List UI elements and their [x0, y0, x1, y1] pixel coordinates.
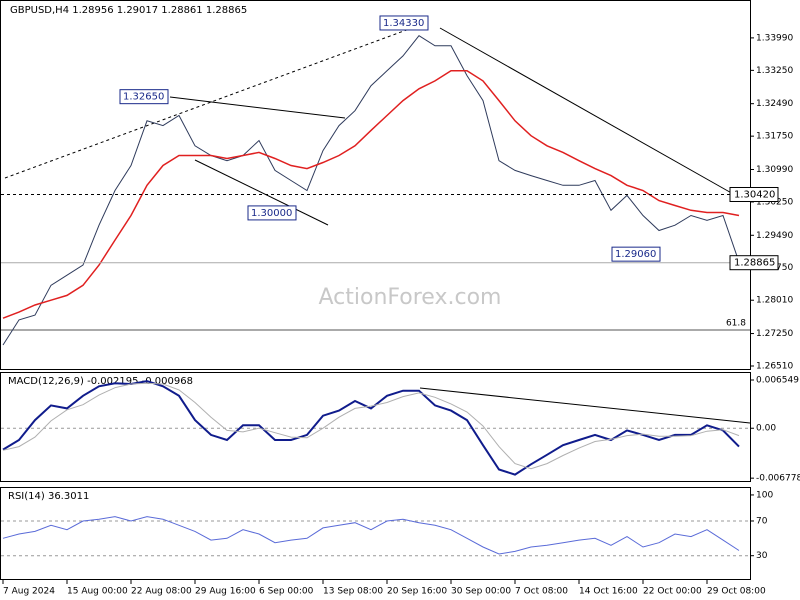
trend-line [439, 27, 736, 196]
y-tick-label: 1.31750 [756, 132, 793, 142]
level-box [729, 186, 779, 202]
macd-panel [0, 372, 751, 482]
annotation-box [119, 89, 169, 105]
level-label: 1.28865 [734, 258, 775, 269]
fib-label: 61.8 [726, 319, 746, 329]
indicator-line [2, 516, 740, 555]
watermark: ActionForex.com [319, 285, 502, 310]
annotation-box [611, 246, 661, 262]
macd-title: MACD(12,26,9) -0.002195 -0.000968 [8, 376, 193, 387]
y-tick-label: 1.27250 [756, 329, 793, 339]
annotation-label: 1.30000 [251, 208, 292, 219]
x-tick-label: 14 Oct 16:00 [579, 587, 638, 597]
price-line [2, 35, 740, 346]
trend-line [4, 24, 421, 179]
x-tick-label: 20 Sep 16:00 [387, 587, 447, 597]
x-tick-label: 29 Aug 16:00 [195, 587, 256, 597]
x-tick-label: 15 Aug 00:00 [67, 587, 128, 597]
y-tick-label: 30 [756, 551, 768, 561]
y-tick-label: 1.33250 [756, 66, 793, 76]
price-panel [0, 0, 751, 370]
price-title: GBPUSD,H4 1.28956 1.29017 1.28861 1.2886… [10, 5, 247, 16]
x-tick-label: 30 Sep 00:00 [451, 587, 511, 597]
level-label: 1.30420 [734, 189, 775, 200]
trend-line [419, 387, 751, 424]
annotation-label: 1.32650 [123, 92, 164, 103]
y-tick-label: 1.26510 [756, 362, 793, 372]
x-tick-label: 22 Oct 00:00 [643, 587, 702, 597]
y-tick-label: -0.006778 [756, 474, 800, 484]
x-tick-label: 29 Oct 08:00 [707, 587, 766, 597]
trend-line [169, 96, 346, 119]
annotation-label: 1.29060 [615, 249, 656, 260]
y-tick-label: 1.33990 [756, 33, 793, 43]
y-tick-label: 1.32490 [756, 99, 793, 109]
y-tick-label: 1.30990 [756, 165, 793, 175]
annotation-box [247, 205, 297, 221]
y-tick-label: 100 [756, 490, 773, 500]
y-tick-label: 1.30250 [756, 197, 793, 207]
x-tick-label: 22 Aug 08:00 [131, 587, 192, 597]
level-box [729, 255, 779, 271]
x-tick-label: 7 Aug 2024 [3, 587, 55, 597]
annotation-box [379, 15, 429, 31]
y-tick-label: 1.29490 [756, 231, 793, 241]
y-tick-label: 0.00 [756, 424, 776, 434]
rsi-title: RSI(14) 36.3011 [8, 491, 89, 502]
annotation-label: 1.34330 [383, 18, 424, 29]
y-tick-label: 70 [756, 516, 768, 526]
rsi-panel [0, 487, 751, 580]
trend-line [194, 159, 329, 226]
x-tick-label: 13 Sep 08:00 [323, 587, 383, 597]
indicator-line [2, 382, 740, 470]
x-tick-label: 7 Oct 08:00 [515, 587, 568, 597]
indicator-line [2, 380, 740, 476]
y-tick-label: 0.006549 [756, 376, 799, 386]
x-tick-label: 6 Sep 00:00 [259, 587, 314, 597]
indicator-line [2, 70, 740, 319]
y-tick-label: 1.28010 [756, 296, 793, 306]
